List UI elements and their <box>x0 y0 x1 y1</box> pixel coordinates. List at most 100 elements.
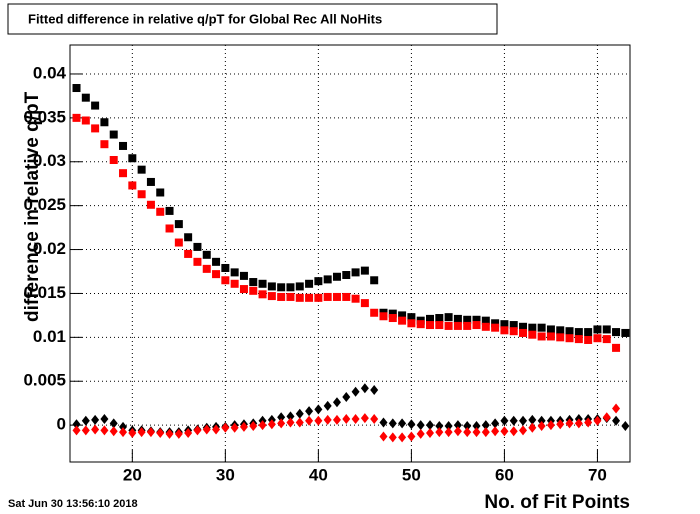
diamond-marker <box>100 413 109 424</box>
square-marker <box>156 207 165 216</box>
diamond-marker <box>184 428 193 439</box>
diamond-marker <box>342 413 351 424</box>
square-marker <box>239 271 248 280</box>
square-marker <box>314 277 323 286</box>
diamond-marker <box>230 422 239 433</box>
timestamp: Sat Jun 30 13:56:10 2018 <box>8 498 138 510</box>
y-tick-label: 0.02 <box>33 239 66 258</box>
square-marker <box>612 328 621 337</box>
square-marker <box>174 238 183 247</box>
square-marker <box>602 335 611 344</box>
diamond-marker <box>295 408 304 419</box>
diamond-marker <box>593 415 602 426</box>
diamond-marker <box>426 428 434 439</box>
x-tick-label: 50 <box>402 465 421 484</box>
diamond-marker <box>332 397 341 408</box>
square-marker <box>332 292 341 301</box>
diamond-marker <box>500 415 509 426</box>
diamond-marker <box>286 411 295 422</box>
diamond-marker <box>81 425 90 436</box>
diamond-marker <box>565 418 574 429</box>
square-marker <box>342 271 351 280</box>
square-marker <box>398 311 407 320</box>
diamond-marker <box>491 426 500 437</box>
square-marker <box>267 292 276 301</box>
diamond-marker <box>416 420 425 431</box>
diamond-marker <box>239 421 248 432</box>
square-marker <box>295 293 304 302</box>
square-marker <box>258 279 267 288</box>
square-marker <box>305 279 314 288</box>
square-marker <box>295 282 304 291</box>
square-marker <box>239 285 248 294</box>
square-marker <box>156 188 165 197</box>
y-axis-label: difference in relative q/pT <box>22 91 43 322</box>
diamond-marker <box>444 427 453 438</box>
square-marker <box>370 276 379 285</box>
diamond-marker <box>193 425 202 436</box>
square-marker <box>221 263 230 272</box>
diamond-marker <box>435 421 444 432</box>
square-marker <box>360 299 369 308</box>
diamond-marker <box>407 419 416 430</box>
diamond-marker <box>612 415 621 426</box>
diamond-marker <box>407 431 416 442</box>
square-marker <box>323 275 332 284</box>
square-marker <box>128 181 137 190</box>
y-tick-label: 0.01 <box>33 327 66 346</box>
y-tick-label: 0 <box>57 415 66 434</box>
square-marker <box>360 266 369 275</box>
diamond-marker <box>519 415 528 426</box>
diamond-marker <box>481 420 490 431</box>
diamond-marker <box>146 427 155 438</box>
diamond-marker <box>81 415 90 426</box>
square-marker <box>72 113 81 122</box>
diamond-marker <box>314 404 323 415</box>
square-marker <box>91 101 100 110</box>
diamond-marker <box>249 421 258 432</box>
square-marker <box>286 283 295 292</box>
square-marker <box>574 328 583 337</box>
square-marker <box>556 333 565 342</box>
diamond-marker <box>305 406 314 417</box>
diamond-marker <box>370 385 379 396</box>
square-marker <box>230 268 239 277</box>
square-marker <box>258 290 267 299</box>
diamond-marker <box>72 425 81 436</box>
diamond-marker <box>537 415 546 426</box>
diamond-marker <box>537 421 546 432</box>
x-tick-label: 70 <box>588 465 607 484</box>
diamond-marker <box>212 424 221 435</box>
diamond-marker <box>426 420 434 431</box>
square-marker <box>463 315 472 324</box>
square-marker <box>165 224 174 233</box>
square-marker <box>612 343 621 352</box>
diamond-marker <box>491 418 500 429</box>
title-box <box>7 3 498 35</box>
plot-frame <box>69 44 631 463</box>
diamond-marker <box>472 427 481 438</box>
square-marker <box>500 320 509 329</box>
diamond-marker <box>100 425 109 436</box>
square-marker <box>332 272 341 281</box>
square-marker <box>72 84 81 93</box>
square-marker <box>221 276 230 285</box>
square-marker <box>528 330 537 339</box>
square-marker <box>351 268 360 277</box>
square-marker <box>351 294 360 303</box>
diamond-marker <box>398 418 407 429</box>
y-tick-label: 0.025 <box>23 195 66 214</box>
square-marker <box>342 292 351 301</box>
square-marker <box>81 93 90 102</box>
diamond-marker <box>546 420 555 431</box>
diamond-marker <box>295 417 304 428</box>
square-marker <box>128 154 137 163</box>
y-tick-label: 0.035 <box>23 107 66 126</box>
diamond-marker <box>342 392 351 403</box>
square-marker <box>230 279 239 288</box>
y-tick-label: 0.04 <box>33 63 67 82</box>
diamond-marker <box>370 413 379 424</box>
diamond-marker <box>360 413 369 424</box>
square-marker <box>472 321 481 330</box>
